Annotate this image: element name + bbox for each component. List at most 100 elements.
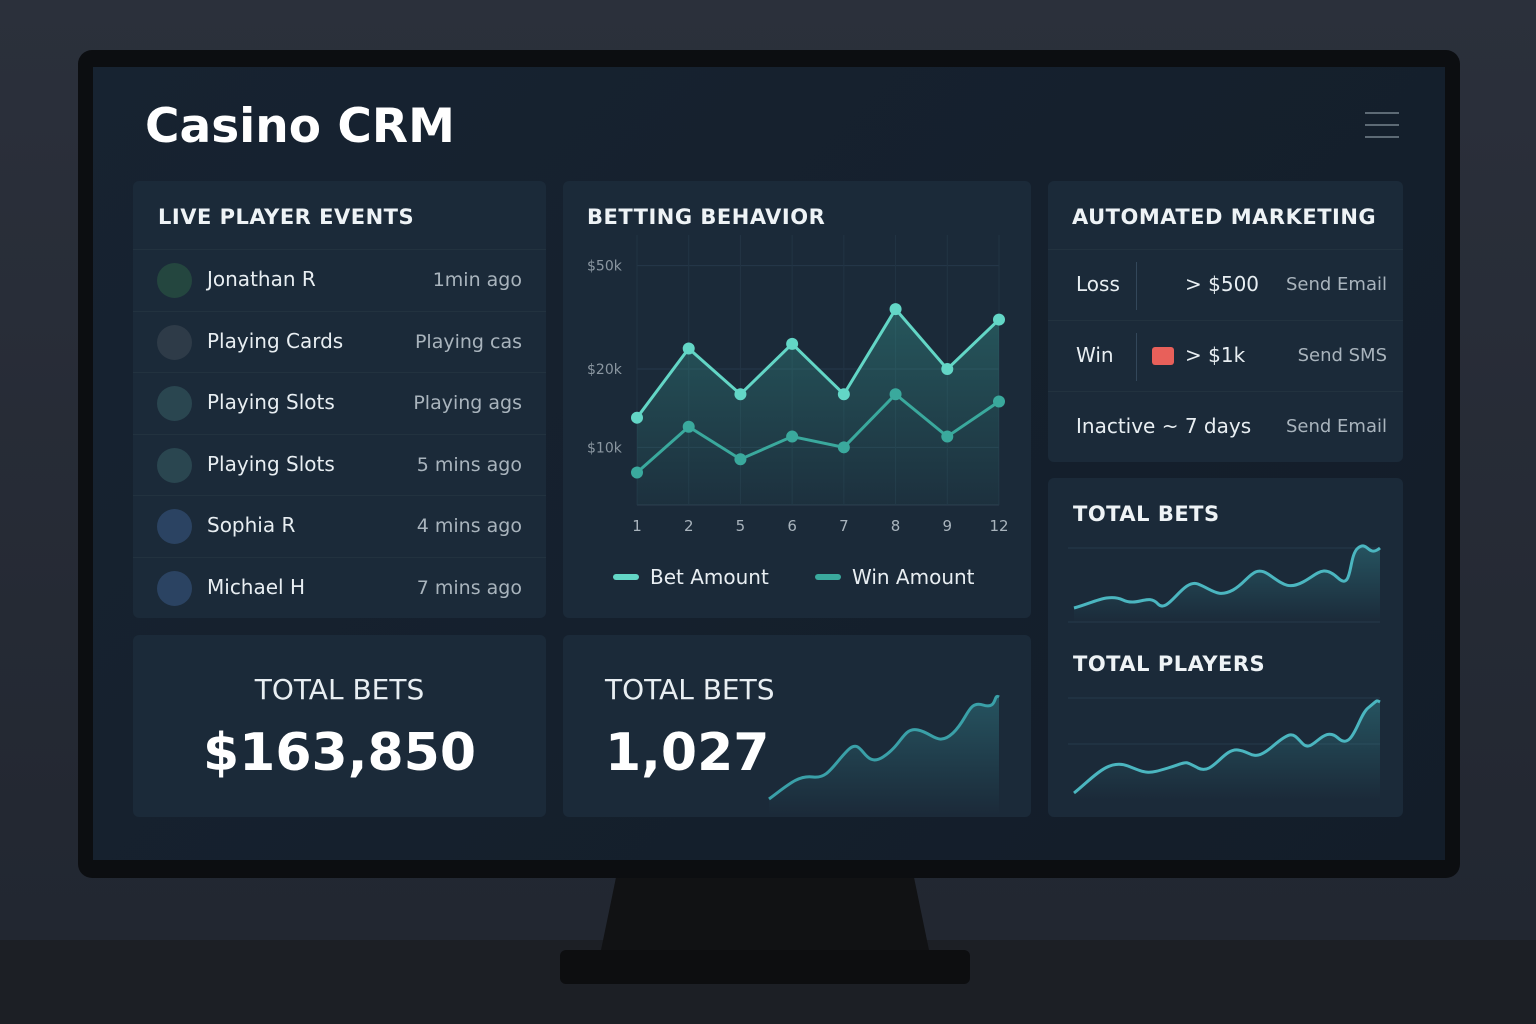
point	[631, 466, 643, 479]
event-icon	[157, 324, 192, 360]
event-time: 4 mins ago	[416, 515, 522, 537]
point	[941, 430, 954, 443]
point	[786, 430, 799, 443]
legend-swatch	[815, 574, 841, 580]
event-icon	[157, 386, 192, 421]
divider	[1136, 262, 1137, 310]
divider	[1136, 333, 1137, 381]
event-name: Playing Slots	[207, 451, 335, 476]
event-time: Playing ags	[413, 392, 522, 414]
point	[837, 388, 850, 401]
card-title: BETTING BEHAVIOR	[587, 205, 826, 229]
marketing-card: AUTOMATED MARKETING Loss > $500 Send Email…	[1048, 181, 1403, 462]
event-name: Sophia R	[207, 513, 296, 537]
menu-bar	[1365, 124, 1399, 126]
event-time: Playing cas	[414, 330, 522, 353]
y-tick-label: $10k	[587, 440, 623, 456]
rule-action: Send Email	[1286, 416, 1387, 437]
rule-row: Inactive ~ 7 days Send Email	[1048, 391, 1403, 462]
x-tick-label: 2	[684, 517, 694, 535]
rule-icon	[1152, 276, 1174, 294]
event-name: Playing Slots	[207, 390, 335, 414]
point	[682, 342, 695, 355]
rule-row: Win > $1k Send SMS	[1048, 320, 1403, 392]
point	[941, 363, 954, 376]
sparkline-area	[1074, 545, 1380, 623]
event-time: 1min ago	[432, 269, 522, 291]
total-bets-card: TOTAL BETS $163,850	[133, 635, 546, 817]
stand	[600, 875, 930, 955]
x-tick-label: 1	[632, 517, 642, 535]
rule-condition: > $1k	[1185, 343, 1246, 367]
rule-trigger: Loss	[1076, 272, 1120, 296]
betting-behavior-card: BETTING BEHAVIOR $10k $20k $50k 1 2 5 6 7 8 9 12 Be…	[563, 181, 1031, 618]
event-icon	[157, 509, 192, 544]
menu-bar	[1365, 112, 1399, 114]
stat-label: TOTAL BETS	[254, 673, 425, 706]
x-tick-label: 8	[891, 517, 901, 535]
event-name: Michael H	[207, 574, 305, 599]
card-title: TOTAL BETS	[1073, 502, 1220, 526]
sparkline-area	[1074, 700, 1380, 800]
side-trends-card: TOTAL BETS TOTAL PLAYERS	[1048, 478, 1403, 817]
line	[635, 306, 1001, 419]
event-name: Jonathan R	[207, 267, 316, 291]
x-tick-label: 6	[787, 517, 797, 535]
card-title: LIVE PLAYER EVENTS	[158, 205, 415, 229]
card-title: TOTAL PLAYERS	[1073, 652, 1266, 676]
event-row: Jonathan R 1min ago	[133, 249, 546, 311]
rule-row: Loss > $500 Send Email	[1048, 249, 1403, 321]
rule-action: Send SMS	[1297, 345, 1387, 366]
stand-base	[560, 950, 970, 984]
x-tick-label: 5	[736, 517, 746, 535]
point	[993, 313, 1005, 326]
x-tick-label: 7	[839, 517, 849, 535]
line	[636, 392, 1000, 474]
stat-label: TOTAL BETS	[605, 673, 775, 706]
sparkline	[768, 694, 1000, 801]
live-events-card: LIVE PLAYER EVENTS Jonathan R 1min ago Pla…	[133, 181, 546, 618]
event-icon	[157, 263, 192, 298]
legend-label: Bet Amount	[650, 565, 769, 589]
point	[631, 411, 643, 424]
stat-value: $163,850	[202, 723, 477, 783]
legend-swatch	[613, 574, 639, 580]
event-icon	[157, 447, 192, 483]
event-name: Playing Cards	[207, 328, 344, 353]
event-time: 5 mins ago	[416, 453, 522, 476]
legend-label: Win Amount	[852, 565, 975, 589]
event-row: Playing Slots 5 mins ago	[133, 433, 546, 496]
rule-action: Send Email	[1286, 274, 1387, 295]
rule-trigger: Inactive ~ 7 days	[1076, 414, 1252, 438]
event-row: Playing Slots Playing ags	[133, 372, 546, 434]
sparkline	[1073, 699, 1381, 795]
point	[734, 453, 747, 466]
point	[889, 303, 902, 316]
line-area	[637, 309, 999, 505]
point	[889, 388, 902, 401]
rule-icon	[1152, 347, 1174, 365]
card-title: AUTOMATED MARKETING	[1072, 205, 1377, 229]
sparklines	[1068, 544, 1381, 800]
menu-button[interactable]	[1365, 112, 1399, 140]
point	[786, 337, 799, 350]
y-tick-label: $20k	[587, 362, 623, 378]
x-tick-label: 9	[943, 517, 953, 535]
event-row: Sophia R 4 mins ago	[133, 495, 546, 557]
event-icon	[157, 570, 192, 606]
event-row: Michael H 7 mins ago	[133, 556, 546, 619]
sparkline	[1073, 544, 1381, 610]
point	[993, 395, 1005, 408]
rule-condition: > $500	[1185, 272, 1260, 296]
rule-trigger: Win	[1076, 343, 1114, 367]
app-title: Casino CRM	[145, 99, 455, 154]
sparkline-area	[769, 696, 999, 815]
menu-bar	[1365, 136, 1399, 138]
count-card: TOTAL BETS 1,027	[563, 635, 1031, 817]
point	[837, 441, 850, 454]
event-row: Playing Cards Playing cas	[133, 310, 546, 373]
y-tick-label: $50k	[587, 259, 623, 275]
point	[682, 420, 695, 433]
